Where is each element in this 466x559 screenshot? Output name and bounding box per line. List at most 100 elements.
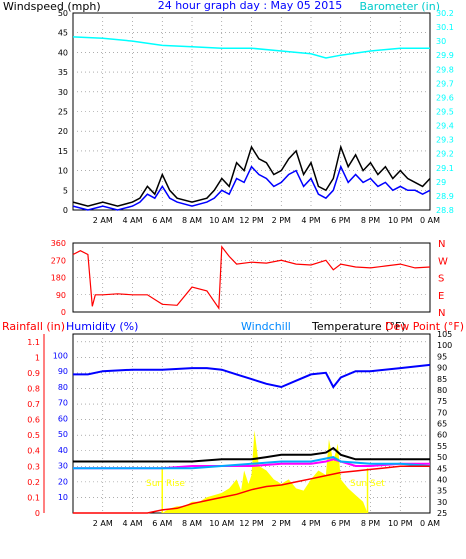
wind-y-tick-label: 50 bbox=[58, 9, 68, 18]
rain-y-tick-label: 0.4 bbox=[27, 447, 40, 456]
direction-y-ticks: 0 90 180 270 360 bbox=[51, 239, 66, 317]
rain-y-tick-label: 0.7 bbox=[27, 400, 40, 409]
windchill-line bbox=[73, 456, 431, 470]
wind-series bbox=[72, 36, 431, 211]
barometer-y-tick-label: 29 bbox=[436, 178, 446, 187]
temperature-y-tick-label: 65 bbox=[437, 420, 447, 429]
direction-y-tick-label: 180 bbox=[51, 274, 66, 283]
temperature-y-tick-label: 85 bbox=[437, 375, 447, 384]
x-tick-label: 10 PM bbox=[388, 216, 413, 225]
barometer-y-tick-label: 29.5 bbox=[436, 108, 454, 117]
direction-y-tick-label: 90 bbox=[56, 291, 66, 300]
direction-y-tick-label: 270 bbox=[51, 256, 66, 265]
wind-x-ticks: 2 AM 4 AM 6 AM 8 AM 10 AM 12 PM 2 PM 4 PM 6 PM 8 … bbox=[93, 216, 440, 225]
chart-title: 24 hour graph day : May 05 2015 bbox=[158, 0, 343, 12]
rain-y-tick-label: 0.5 bbox=[27, 431, 40, 440]
solar-area bbox=[162, 430, 368, 513]
temperature-y-tick-label: 25 bbox=[437, 509, 447, 518]
compass-label: S bbox=[438, 274, 444, 285]
temperature-y-tick-label: 80 bbox=[437, 386, 447, 395]
barometer-y-tick-label: 29.1 bbox=[436, 164, 454, 173]
rain-y-tick-label: 1 bbox=[35, 353, 40, 362]
x-tick-label: 8 AM bbox=[182, 216, 202, 225]
direction-series bbox=[72, 245, 431, 311]
wind-axis-label: Windspeed (mph) bbox=[3, 0, 101, 13]
temperature-y-tick-label: 35 bbox=[437, 487, 447, 496]
barometer-y-tick-label: 28.9 bbox=[436, 192, 454, 201]
barometer-axis-label: Barometer (in) bbox=[360, 0, 441, 13]
humidity-y-tick-label: 40 bbox=[58, 446, 68, 455]
compass-label: N bbox=[438, 239, 445, 250]
barometer-y-tick-label: 30.1 bbox=[436, 23, 454, 32]
wind-y-tick-label: 10 bbox=[58, 167, 68, 176]
rain-y-tick-label: 0 bbox=[35, 509, 40, 518]
wind-direction-line bbox=[72, 245, 431, 311]
wind-y-tick-label: 45 bbox=[58, 29, 68, 38]
wind-y-tick-label: 30 bbox=[58, 88, 68, 97]
wind-y-tick-label: 20 bbox=[58, 127, 68, 136]
barometer-y-ticks: 28.8 28.9 29 29.1 29.2 29.3 29.4 29.5 29.6 29.7 29… bbox=[436, 9, 454, 215]
temperature-y-tick-label: 95 bbox=[437, 352, 447, 361]
wind-y-tick-label: 5 bbox=[63, 186, 68, 195]
x-tick-label: 0 AM bbox=[420, 216, 440, 225]
x-tick-label: 2 AM bbox=[93, 519, 113, 528]
rainfall-axis-label: Rainfall (in) bbox=[2, 320, 65, 333]
barometer-line bbox=[72, 36, 430, 59]
temperature-y-tick-label: 45 bbox=[437, 464, 447, 473]
x-tick-label: 6 PM bbox=[331, 519, 350, 528]
temperature-y-tick-label: 55 bbox=[437, 442, 447, 451]
rain-y-tick-label: 0.2 bbox=[27, 478, 40, 487]
temperature-y-tick-label: 75 bbox=[437, 397, 447, 406]
barometer-y-tick-label: 28.8 bbox=[436, 206, 454, 215]
x-tick-label: 8 PM bbox=[361, 216, 380, 225]
rain-y-tick-label: 1.1 bbox=[27, 338, 40, 347]
rain-y-tick-label: 0.3 bbox=[27, 462, 40, 471]
temperature-f-line bbox=[73, 446, 430, 463]
temperature-y-tick-label: 50 bbox=[437, 453, 447, 462]
humidity-y-tick-label: 10 bbox=[58, 493, 68, 502]
windchill-label: Windchill bbox=[241, 320, 291, 333]
humidity-y-tick-label: 60 bbox=[58, 414, 68, 423]
barometer-y-tick-label: 29.4 bbox=[436, 122, 454, 131]
x-tick-label: 2 PM bbox=[272, 216, 291, 225]
barometer-y-tick-label: 29.2 bbox=[436, 150, 454, 159]
barometer-y-tick-label: 29.3 bbox=[436, 136, 454, 145]
temperature-series bbox=[73, 363, 431, 514]
temperature-y-tick-label: 70 bbox=[437, 408, 447, 417]
compass-label: W bbox=[438, 256, 448, 267]
x-tick-label: 4 AM bbox=[122, 216, 142, 225]
barometer-y-tick-label: 30.2 bbox=[436, 9, 454, 18]
x-tick-label: 10 PM bbox=[388, 519, 413, 528]
x-tick-label: 10 AM bbox=[209, 216, 234, 225]
barometer-y-tick-label: 29.8 bbox=[436, 65, 454, 74]
wind-y-ticks: 0 5 10 15 20 25 30 35 40 45 50 bbox=[58, 9, 68, 215]
x-tick-label: 8 PM bbox=[361, 519, 380, 528]
temperature-y-tick-label: 90 bbox=[437, 364, 447, 373]
x-tick-label: 4 PM bbox=[301, 519, 320, 528]
wind-y-tick-label: 15 bbox=[58, 147, 68, 156]
wind-y-tick-label: 40 bbox=[58, 48, 68, 57]
direction-y-tick-label: 0 bbox=[61, 308, 66, 317]
temperature-x-ticks: 2 AM 4 AM 6 AM 8 AM 10 AM 12 PM 2 PM 4 PM 6 PM 8 … bbox=[93, 519, 440, 528]
wind-y-tick-label: 35 bbox=[58, 68, 68, 77]
humidity-y-tick-label: 100 bbox=[53, 351, 68, 360]
x-tick-label: 12 PM bbox=[239, 216, 264, 225]
barometer-y-tick-label: 29.9 bbox=[436, 51, 454, 60]
x-tick-label: 10 AM bbox=[209, 519, 234, 528]
direction-plot-area bbox=[72, 242, 431, 313]
barometer-y-tick-label: 29.7 bbox=[436, 79, 454, 88]
rainfall-in-line bbox=[73, 465, 430, 514]
direction-y-tick-label: 360 bbox=[51, 239, 66, 248]
rain-y-tick-label: 0.1 bbox=[27, 493, 40, 502]
temperature-label: Temperature (°F) bbox=[311, 320, 406, 333]
dewpoint-label: Dew Point (°F) bbox=[385, 320, 464, 333]
humidity-y-tick-label: 70 bbox=[58, 399, 68, 408]
temperature-y-tick-label: 105 bbox=[437, 330, 452, 339]
x-tick-label: 2 AM bbox=[93, 216, 113, 225]
rain-y-tick-label: 0.9 bbox=[27, 369, 40, 378]
x-tick-label: 2 PM bbox=[272, 519, 291, 528]
humidity-y-tick-label: 50 bbox=[58, 430, 68, 439]
